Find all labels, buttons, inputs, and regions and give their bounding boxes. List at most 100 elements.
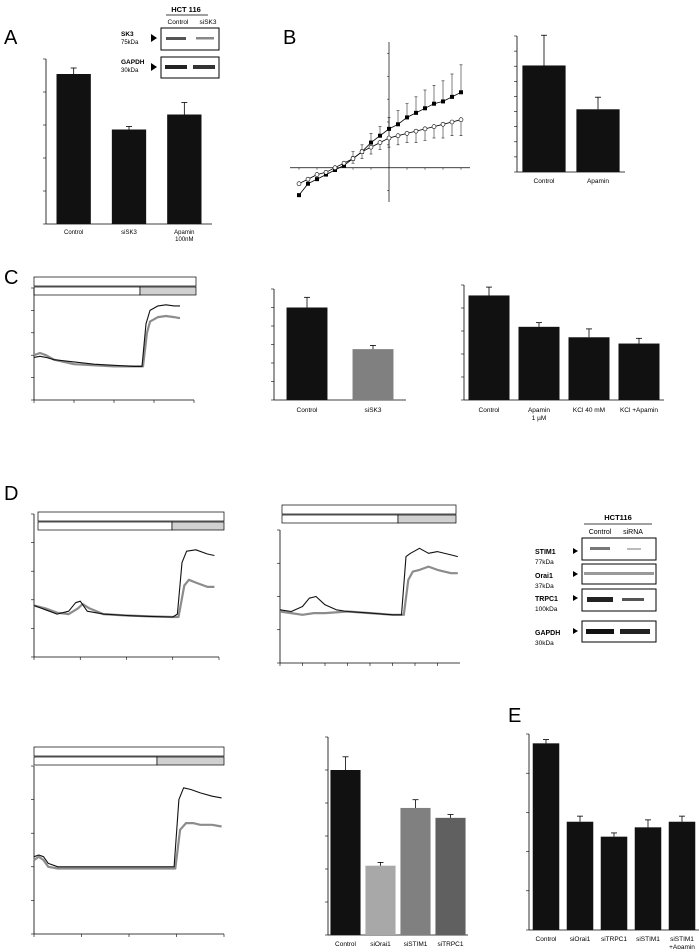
- category-label: Control: [335, 941, 357, 948]
- data-point-apamin: [359, 149, 365, 155]
- bar-kcl-40-mm: [568, 337, 610, 400]
- category-label: Control: [64, 230, 83, 236]
- category-label: KCl +Apamin: [620, 407, 658, 414]
- data-point-apamin: [368, 144, 374, 150]
- panel-label-c: C: [4, 267, 18, 289]
- blot-a-row-gapdh: GAPDH: [121, 59, 145, 66]
- blot-d-band: [620, 629, 650, 634]
- data-point-apamin: [332, 165, 338, 171]
- blot-d-band: [587, 597, 613, 602]
- blot-d-band: [586, 629, 614, 634]
- bar-sistim1-apamin: [668, 821, 696, 930]
- chart-D-orai: [31, 511, 225, 660]
- category-label: KCl 40 mM: [573, 407, 605, 414]
- category-label: siTRPC1: [437, 941, 463, 948]
- data-point-apamin: [395, 133, 401, 139]
- blot-a-header: HCT 116: [171, 5, 201, 14]
- data-point-control: [387, 126, 391, 131]
- data-point-control: [414, 110, 418, 115]
- category-label: Control: [479, 407, 501, 414]
- data-point-apamin: [323, 169, 329, 175]
- chart-E-bars: Control siOrai1 siTRPC1 siSTIM1 siSTIM1 +Apam…: [526, 733, 699, 949]
- panel-label-a: A: [4, 27, 18, 49]
- blot-d-lane-sirna: siRNA: [623, 529, 643, 536]
- blot-a-band: [165, 65, 187, 69]
- bar-apamin: [576, 109, 620, 172]
- category-label: siOrai1: [570, 936, 591, 943]
- bar-siorai1: [566, 821, 594, 930]
- panel-labels: A B C D E: [4, 27, 521, 727]
- bar-sitrpc1: [435, 817, 466, 935]
- bar-apamin-1-m: [518, 326, 560, 400]
- data-point-apamin: [314, 172, 320, 177]
- treatment-bar-calcium-free: [37, 521, 173, 531]
- blot-a-row-sk3: SK3: [121, 31, 134, 38]
- chart-A-bars: Control siSK3 Apamin 100nM: [43, 58, 212, 243]
- treatment-bar-top: [33, 746, 225, 757]
- blot-a-row-gapdh-kda: 30kDa: [121, 68, 139, 74]
- data-point-apamin: [341, 160, 347, 166]
- data-point-control: [369, 140, 373, 145]
- trace-control: [33, 787, 222, 868]
- trace-control: [279, 547, 458, 616]
- trace-control: [33, 549, 215, 618]
- data-point-apamin: [449, 119, 455, 125]
- category-label: siSTIM1 +Apamin: [669, 936, 695, 949]
- blot-a-band: [193, 65, 215, 69]
- data-point-control: [432, 101, 436, 106]
- category-label: siSK3: [365, 407, 382, 414]
- trace-sisk3: [33, 314, 181, 368]
- chart-B-bars: Control Apamin: [514, 34, 625, 185]
- blot-d-header: HCT116: [604, 513, 632, 522]
- chart-D-trpc: [31, 746, 225, 937]
- treatment-bar-calcium: [397, 514, 457, 524]
- chart-C-bars1: Control siSK3: [271, 288, 406, 414]
- data-point-apamin: [413, 128, 419, 134]
- data-point-apamin: [377, 140, 383, 145]
- trace-sistim1: [279, 565, 458, 616]
- bar-control: [56, 74, 91, 224]
- blot-d-row-stim1-kda: 77kDa: [535, 559, 554, 566]
- data-point-control: [396, 122, 400, 127]
- bar-siorai1: [365, 865, 396, 935]
- bar-sisk3: [352, 349, 394, 400]
- data-point-control: [441, 99, 445, 104]
- data-point-control: [450, 94, 454, 99]
- chart-D-bars: Control siOrai1 siSTIM1 siTRPC1: [325, 736, 468, 948]
- treatment-bar-calcium-free: [281, 514, 399, 524]
- data-point-apamin: [305, 176, 311, 182]
- blot-a-row-sk3-kda: 75kDa: [121, 40, 139, 46]
- chart-D-stim: [277, 504, 460, 666]
- blot-d-band: [590, 547, 610, 550]
- bar-kcl-apamin: [618, 343, 660, 400]
- treatment-bar-calcium: [156, 756, 225, 766]
- bar-sitrpc1: [600, 836, 628, 930]
- treatment-bar-calcium: [171, 521, 225, 531]
- trace-sitrpc1: [33, 822, 222, 870]
- data-point-apamin: [440, 121, 446, 127]
- bar-control: [522, 65, 566, 172]
- treatment-bar-calcium-free: [33, 286, 141, 296]
- category-label: Control: [297, 407, 319, 414]
- bar-control: [532, 743, 560, 930]
- blot-d-row-orai1-kda: 37kDa: [535, 583, 554, 590]
- data-point-control: [459, 90, 463, 95]
- bar-sistim1: [400, 807, 431, 935]
- blot-d-row-orai1: Orai1: [535, 573, 553, 580]
- category-label: siSTIM1: [404, 941, 428, 948]
- trace-siorai1: [33, 578, 215, 619]
- category-label: Apamin: [587, 178, 609, 185]
- category-label: siTRPC1: [601, 936, 627, 943]
- blot-a-band: [196, 37, 214, 40]
- blot-d-row-gapdh-kda: 30kDa: [535, 640, 554, 647]
- data-point-control: [423, 106, 427, 111]
- blot-d-band: [627, 548, 641, 550]
- blot-a-lane-sisk3: siSK3: [200, 19, 217, 26]
- bar-control: [468, 295, 510, 400]
- treatment-bar-top: [33, 276, 197, 287]
- panel-label-b: B: [283, 27, 296, 49]
- panel-label-e: E: [508, 705, 521, 727]
- blot-a-lane-control: Control: [168, 19, 190, 26]
- treatment-bar-calcium-free: [33, 756, 158, 766]
